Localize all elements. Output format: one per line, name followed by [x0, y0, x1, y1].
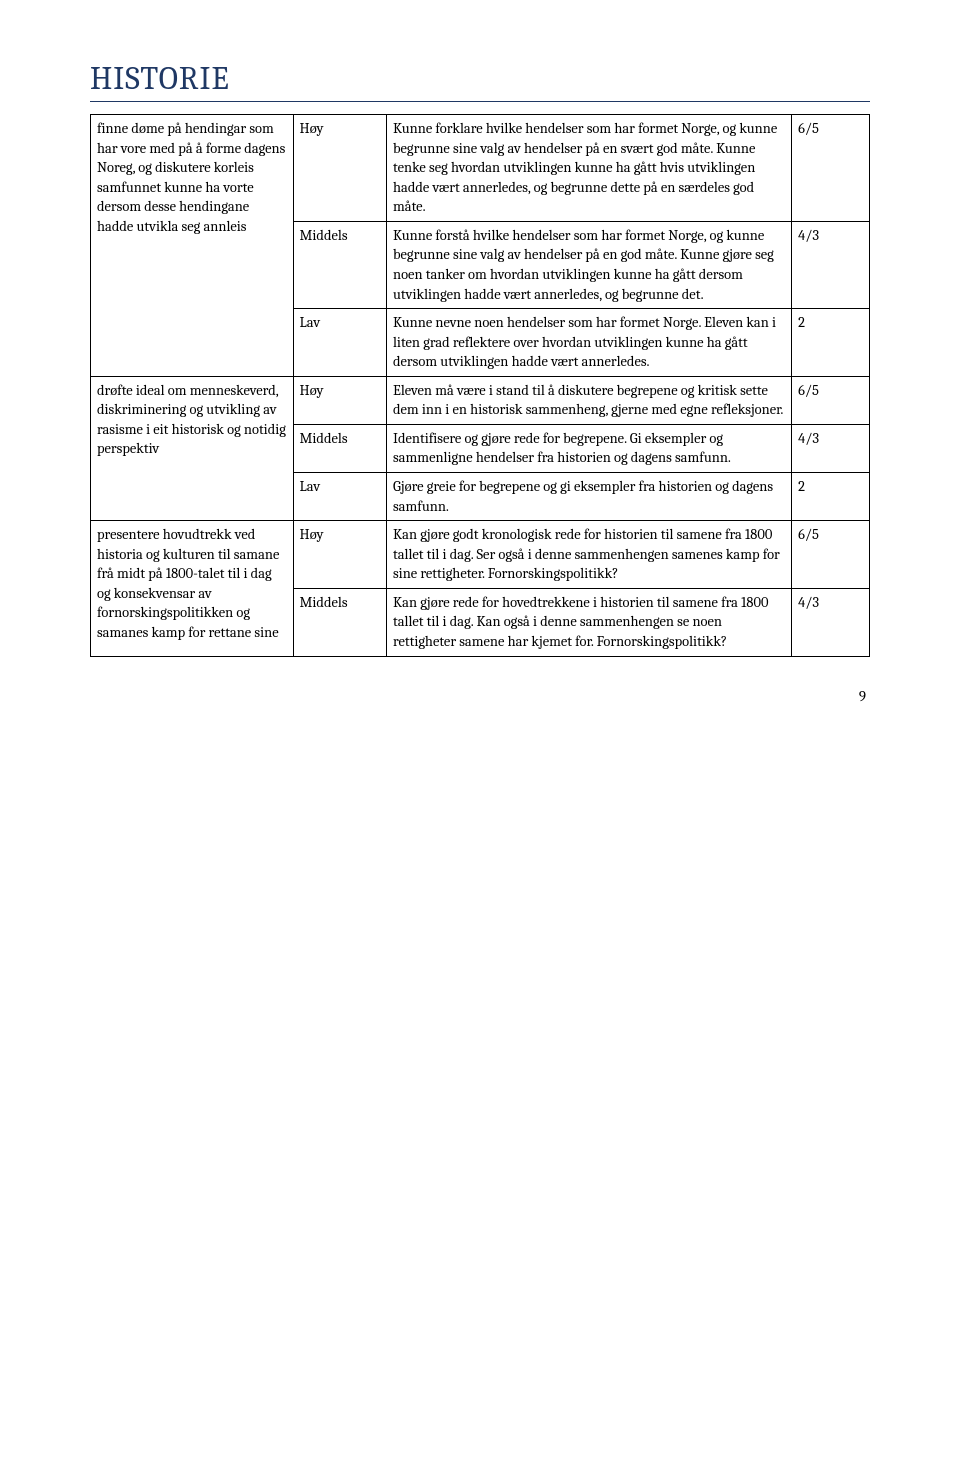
goal-cell: drøfte ideal om menneskeverd, diskrimine… — [91, 376, 294, 520]
goal-cell: presentere hovudtrekk ved historia og ku… — [91, 521, 294, 656]
description-cell: Kunne nevne noen hendelser som har forme… — [387, 309, 792, 377]
table-row: finne døme på hendingar som har vore med… — [91, 115, 870, 222]
table-body: finne døme på hendingar som har vore med… — [91, 115, 870, 657]
level-cell: Middels — [293, 588, 386, 656]
level-cell: Høy — [293, 521, 386, 589]
description-cell: Kunne forklare hvilke hendelser som har … — [387, 115, 792, 222]
description-cell: Eleven må være i stand til å diskutere b… — [387, 376, 792, 424]
criteria-table: finne døme på hendingar som har vore med… — [90, 114, 870, 657]
description-cell: Gjøre greie for begrepene og gi eksemple… — [387, 473, 792, 521]
grade-cell: 2 — [792, 309, 870, 377]
level-cell: Middels — [293, 424, 386, 472]
table-row: drøfte ideal om menneskeverd, diskrimine… — [91, 376, 870, 424]
level-cell: Lav — [293, 309, 386, 377]
table-row: presentere hovudtrekk ved historia og ku… — [91, 521, 870, 589]
description-cell: Kunne forstå hvilke hendelser som har fo… — [387, 221, 792, 308]
level-cell: Middels — [293, 221, 386, 308]
grade-cell: 4/3 — [792, 424, 870, 472]
grade-cell: 6/5 — [792, 115, 870, 222]
description-cell: Kan gjøre godt kronologisk rede for hist… — [387, 521, 792, 589]
grade-cell: 4/3 — [792, 588, 870, 656]
grade-cell: 6/5 — [792, 376, 870, 424]
grade-cell: 4/3 — [792, 221, 870, 308]
grade-cell: 6/5 — [792, 521, 870, 589]
description-cell: Identifisere og gjøre rede for begrepene… — [387, 424, 792, 472]
page-number: 9 — [90, 687, 870, 705]
grade-cell: 2 — [792, 473, 870, 521]
description-cell: Kan gjøre rede for hovedtrekkene i histo… — [387, 588, 792, 656]
level-cell: Høy — [293, 115, 386, 222]
level-cell: Lav — [293, 473, 386, 521]
page-title: HISTORIE — [90, 60, 870, 102]
level-cell: Høy — [293, 376, 386, 424]
goal-cell: finne døme på hendingar som har vore med… — [91, 115, 294, 377]
